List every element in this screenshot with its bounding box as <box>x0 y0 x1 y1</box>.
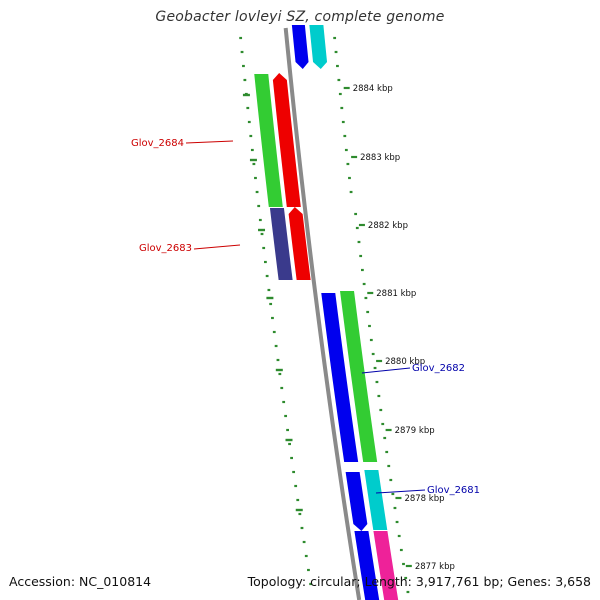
gene-label: Glov_2684 <box>131 138 184 149</box>
genome-summary: Topology: circular; Length: 3,917,761 bp… <box>247 574 591 589</box>
gene-arrow-red <box>288 207 311 280</box>
gene-arrow-red <box>272 73 301 207</box>
gene-label-leader <box>193 244 241 250</box>
gene-arrow-blue <box>354 531 380 600</box>
gene-arrow-cyan <box>364 470 388 530</box>
gene-arrow-green <box>254 74 283 207</box>
gene-arrow-blue <box>321 293 359 462</box>
gene-label-leader <box>361 367 411 374</box>
kbp-label: 2880 kbp <box>385 357 425 367</box>
gene-arrow-pink <box>373 531 399 600</box>
gene-arrow-green <box>340 291 378 462</box>
gene-label: Glov_2682 <box>412 363 465 374</box>
gene-label-leader <box>185 140 234 144</box>
accession-label: Accession: NC_010814 <box>9 574 152 589</box>
kbp-label: 2882 kbp <box>368 221 408 231</box>
genome-backbone <box>283 27 362 600</box>
kbp-label: 2881 kbp <box>376 289 416 299</box>
gene-label: Glov_2683 <box>139 243 192 254</box>
genome-title: Geobacter lovleyi SZ, complete genome <box>155 9 445 25</box>
gene-arrow-blue <box>345 472 368 531</box>
gene-label: Glov_2681 <box>427 485 480 496</box>
gene-arrow-navy <box>269 208 293 280</box>
gene-arrow-blue <box>291 25 309 69</box>
kbp-label: 2883 kbp <box>360 153 400 163</box>
kbp-label: 2878 kbp <box>404 494 444 504</box>
gene-label-leader <box>375 489 426 494</box>
kbp-label: 2877 kbp <box>415 562 455 572</box>
gene-arrow-cyan <box>309 25 328 69</box>
kbp-label: 2879 kbp <box>395 426 435 436</box>
kbp-label: 2884 kbp <box>353 84 393 94</box>
